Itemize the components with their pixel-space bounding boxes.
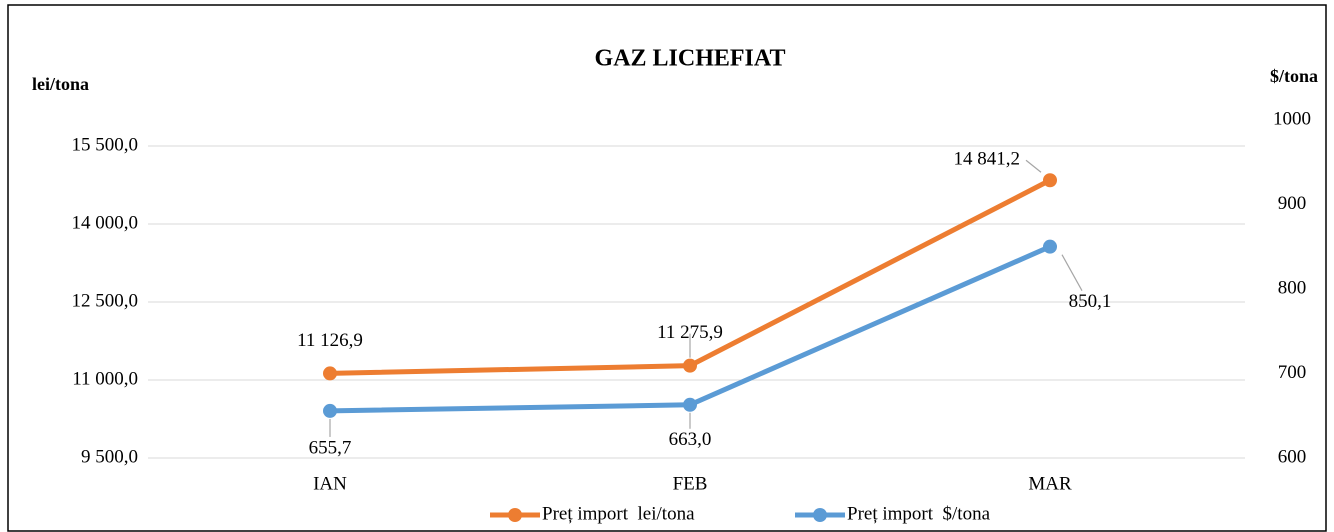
data-label: 663,0 — [669, 429, 712, 450]
x-tick-label: FEB — [673, 473, 708, 494]
y-tick-label: 15 500,0 — [72, 134, 139, 155]
leader-line — [1025, 159, 1042, 173]
data-label: 11 275,9 — [657, 322, 723, 343]
data-label: 655,7 — [309, 437, 352, 458]
y-tick-label: 12 500,0 — [72, 290, 139, 311]
data-label: 14 841,2 — [954, 149, 1021, 170]
point-marker — [323, 366, 337, 381]
point-marker — [683, 397, 697, 412]
y-tick-label: 14 000,0 — [72, 212, 139, 233]
y2-axis-label: $/tona — [1270, 66, 1318, 86]
y-tick-label: 11 000,0 — [72, 368, 138, 389]
point-marker — [1043, 173, 1057, 188]
y-tick-label: 9 500,0 — [81, 446, 138, 467]
legend-label: Preț import lei/tona — [542, 503, 695, 524]
y2-tick-label: 800 — [1278, 277, 1307, 298]
point-marker — [323, 403, 337, 418]
legend-marker — [813, 508, 827, 522]
x-tick-label: MAR — [1028, 473, 1072, 494]
y2-tick-label: 900 — [1278, 193, 1307, 214]
data-label: 11 126,9 — [297, 330, 363, 351]
y2-tick-label: 1000 — [1273, 108, 1311, 129]
data-label: 850,1 — [1069, 291, 1112, 312]
y-axis-label: lei/tona — [32, 74, 89, 94]
point-marker — [1043, 239, 1057, 254]
x-tick-label: IAN — [313, 473, 347, 494]
y2-tick-label: 700 — [1278, 362, 1307, 383]
chart-frame — [7, 4, 1327, 532]
legend-marker — [508, 508, 522, 522]
point-marker — [683, 358, 697, 373]
legend-label: Preț import $/tona — [847, 503, 991, 524]
leader-line — [1061, 254, 1083, 291]
chart-title: GAZ LICHEFIAT — [595, 46, 786, 72]
y2-tick-label: 600 — [1278, 446, 1307, 467]
